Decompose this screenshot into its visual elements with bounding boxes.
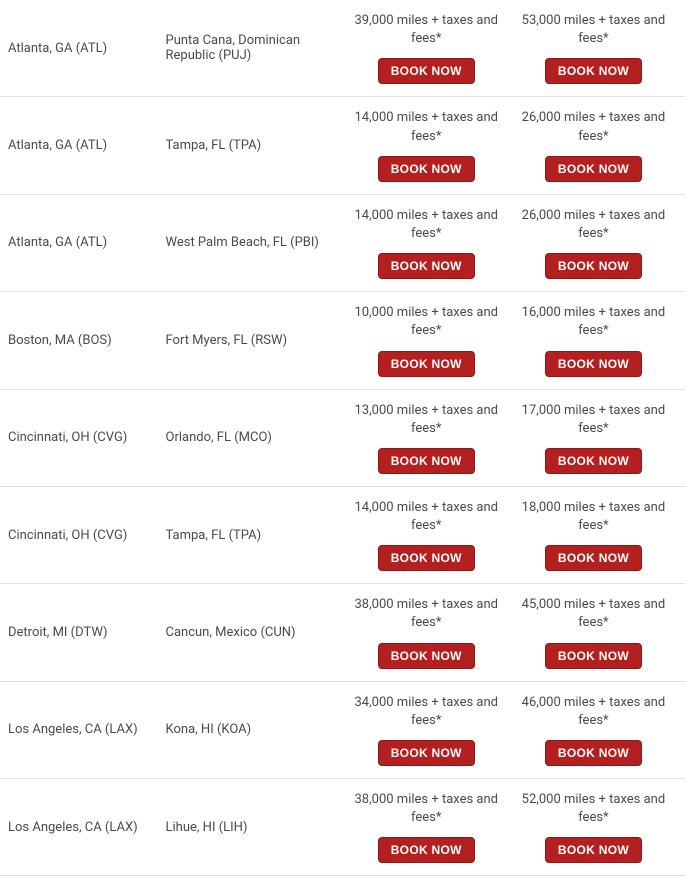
price-text: 17,000 miles + taxes and fees*	[510, 402, 677, 438]
origin-cell: Atlanta, GA (ATL)	[8, 235, 166, 250]
origin-cell: Boston, MA (BOS)	[8, 333, 166, 348]
origin-cell: Atlanta, GA (ATL)	[8, 41, 166, 56]
price-text: 16,000 miles + taxes and fees*	[510, 304, 677, 340]
price-text: 53,000 miles + taxes and fees*	[510, 12, 677, 48]
price-text: 14,000 miles + taxes and fees*	[343, 207, 510, 243]
price-text: 38,000 miles + taxes and fees*	[343, 596, 510, 632]
book-now-button[interactable]: BOOK NOW	[545, 58, 642, 84]
book-now-button[interactable]: BOOK NOW	[378, 837, 475, 863]
origin-cell: Cincinnati, OH (CVG)	[8, 528, 166, 543]
destination-cell: Tampa, FL (TPA)	[166, 138, 343, 153]
destination-cell: West Palm Beach, FL (PBI)	[166, 235, 343, 250]
table-row: Atlanta, GA (ATL)Punta Cana, Dominican R…	[0, 0, 685, 97]
price-column-2: 16,000 miles + taxes and fees* BOOK NOW	[510, 304, 677, 376]
book-now-button[interactable]: BOOK NOW	[545, 156, 642, 182]
price-column-1: 34,000 miles + taxes and fees* BOOK NOW	[343, 694, 510, 766]
table-row: Los Angeles, CA (LAX)Lihue, HI (LIH)38,0…	[0, 779, 685, 876]
price-column-1: 39,000 miles + taxes and fees* BOOK NOW	[343, 12, 510, 84]
price-column-2: 18,000 miles + taxes and fees* BOOK NOW	[510, 499, 677, 571]
table-row: Cincinnati, OH (CVG)Orlando, FL (MCO)13,…	[0, 390, 685, 487]
price-text: 26,000 miles + taxes and fees*	[510, 207, 677, 243]
price-column-1: 10,000 miles + taxes and fees* BOOK NOW	[343, 304, 510, 376]
book-now-button[interactable]: BOOK NOW	[378, 643, 475, 669]
price-text: 34,000 miles + taxes and fees*	[343, 694, 510, 730]
destination-cell: Lihue, HI (LIH)	[166, 820, 343, 835]
table-row: Atlanta, GA (ATL)West Palm Beach, FL (PB…	[0, 195, 685, 292]
price-text: 38,000 miles + taxes and fees*	[343, 791, 510, 827]
book-now-button[interactable]: BOOK NOW	[545, 837, 642, 863]
book-now-button[interactable]: BOOK NOW	[378, 351, 475, 377]
price-column-1: 38,000 miles + taxes and fees* BOOK NOW	[343, 596, 510, 668]
price-column-1: 14,000 miles + taxes and fees* BOOK NOW	[343, 109, 510, 181]
price-column-1: 38,000 miles + taxes and fees* BOOK NOW	[343, 791, 510, 863]
price-column-2: 52,000 miles + taxes and fees* BOOK NOW	[510, 791, 677, 863]
price-column-2: 53,000 miles + taxes and fees* BOOK NOW	[510, 12, 677, 84]
table-row: Los Angeles, CA (LAX)Kona, HI (KOA)34,00…	[0, 682, 685, 779]
origin-cell: Los Angeles, CA (LAX)	[8, 722, 166, 737]
origin-cell: Los Angeles, CA (LAX)	[8, 820, 166, 835]
price-column-1: 14,000 miles + taxes and fees* BOOK NOW	[343, 499, 510, 571]
price-column-2: 26,000 miles + taxes and fees* BOOK NOW	[510, 109, 677, 181]
book-now-button[interactable]: BOOK NOW	[378, 448, 475, 474]
price-column-1: 13,000 miles + taxes and fees* BOOK NOW	[343, 402, 510, 474]
table-row: Cincinnati, OH (CVG)Tampa, FL (TPA)14,00…	[0, 487, 685, 584]
destination-cell: Kona, HI (KOA)	[166, 722, 343, 737]
destination-cell: Cancun, Mexico (CUN)	[166, 625, 343, 640]
price-text: 14,000 miles + taxes and fees*	[343, 109, 510, 145]
price-text: 52,000 miles + taxes and fees*	[510, 791, 677, 827]
price-column-2: 46,000 miles + taxes and fees* BOOK NOW	[510, 694, 677, 766]
price-column-1: 14,000 miles + taxes and fees* BOOK NOW	[343, 207, 510, 279]
book-now-button[interactable]: BOOK NOW	[545, 253, 642, 279]
price-text: 45,000 miles + taxes and fees*	[510, 596, 677, 632]
table-row: Detroit, MI (DTW)Cancun, Mexico (CUN)38,…	[0, 584, 685, 681]
destination-cell: Tampa, FL (TPA)	[166, 528, 343, 543]
price-text: 13,000 miles + taxes and fees*	[343, 402, 510, 438]
book-now-button[interactable]: BOOK NOW	[545, 448, 642, 474]
origin-cell: Atlanta, GA (ATL)	[8, 138, 166, 153]
book-now-button[interactable]: BOOK NOW	[545, 351, 642, 377]
book-now-button[interactable]: BOOK NOW	[378, 58, 475, 84]
book-now-button[interactable]: BOOK NOW	[378, 740, 475, 766]
flight-deals-table: Atlanta, GA (ATL)Punta Cana, Dominican R…	[0, 0, 685, 876]
book-now-button[interactable]: BOOK NOW	[378, 253, 475, 279]
book-now-button[interactable]: BOOK NOW	[378, 156, 475, 182]
price-column-2: 17,000 miles + taxes and fees* BOOK NOW	[510, 402, 677, 474]
table-row: Atlanta, GA (ATL)Tampa, FL (TPA)14,000 m…	[0, 97, 685, 194]
origin-cell: Cincinnati, OH (CVG)	[8, 430, 166, 445]
destination-cell: Punta Cana, Dominican Republic (PUJ)	[166, 33, 343, 63]
table-row: Boston, MA (BOS)Fort Myers, FL (RSW)10,0…	[0, 292, 685, 389]
book-now-button[interactable]: BOOK NOW	[378, 545, 475, 571]
price-text: 14,000 miles + taxes and fees*	[343, 499, 510, 535]
price-text: 26,000 miles + taxes and fees*	[510, 109, 677, 145]
book-now-button[interactable]: BOOK NOW	[545, 643, 642, 669]
destination-cell: Fort Myers, FL (RSW)	[166, 333, 343, 348]
price-column-2: 45,000 miles + taxes and fees* BOOK NOW	[510, 596, 677, 668]
book-now-button[interactable]: BOOK NOW	[545, 740, 642, 766]
price-text: 10,000 miles + taxes and fees*	[343, 304, 510, 340]
price-column-2: 26,000 miles + taxes and fees* BOOK NOW	[510, 207, 677, 279]
origin-cell: Detroit, MI (DTW)	[8, 625, 166, 640]
price-text: 18,000 miles + taxes and fees*	[510, 499, 677, 535]
price-text: 46,000 miles + taxes and fees*	[510, 694, 677, 730]
book-now-button[interactable]: BOOK NOW	[545, 545, 642, 571]
price-text: 39,000 miles + taxes and fees*	[343, 12, 510, 48]
destination-cell: Orlando, FL (MCO)	[166, 430, 343, 445]
